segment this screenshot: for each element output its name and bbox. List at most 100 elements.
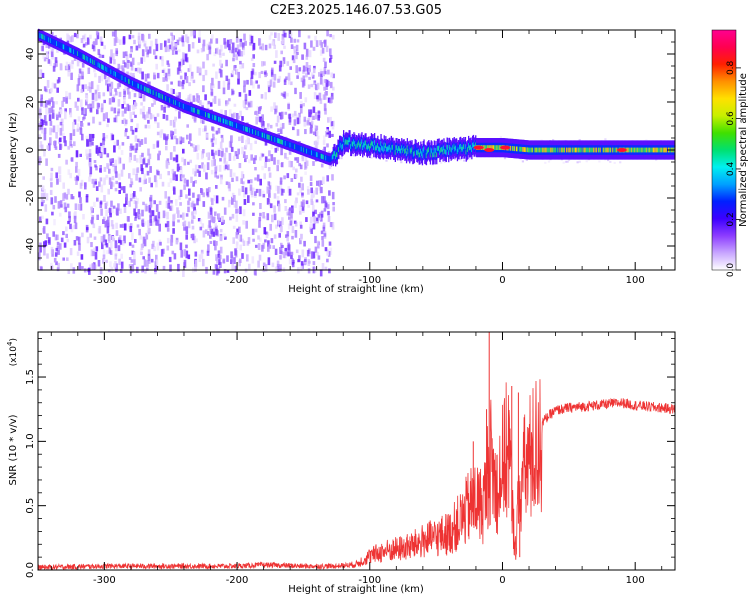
- spectrogram-ridge: [127, 77, 129, 84]
- spectrogram-ridge: [389, 147, 392, 153]
- spectrogram-ridge: [355, 139, 357, 150]
- spectrogram-cell: [51, 128, 54, 133]
- spectrogram-ridge: [631, 147, 633, 153]
- spectrogram-cell: [88, 176, 91, 182]
- spectrogram-ridge: [320, 153, 322, 159]
- spectrogram-cell: [54, 234, 58, 241]
- spectrogram-ridge: [608, 147, 610, 153]
- spectrogram-ridge: [509, 145, 511, 151]
- spectrogram-cell: [244, 268, 248, 273]
- spectrogram-cell: [463, 159, 466, 162]
- spectrogram-ridge: [627, 147, 629, 153]
- spectrogram-cell: [273, 234, 277, 239]
- spectrogram-cell: [129, 72, 132, 78]
- spectrogram-cell: [190, 31, 193, 37]
- spectrogram-cell: [328, 268, 331, 274]
- spectrogram-cell: [326, 258, 329, 263]
- spectrogram-cell: [105, 174, 109, 178]
- spectrogram-cell: [321, 47, 325, 54]
- spectrogram-cell: [440, 161, 443, 164]
- spectrogram-cell: [76, 175, 79, 182]
- spectrogram-cell: [304, 129, 307, 135]
- snr-multiplier: (x104): [6, 338, 19, 366]
- spectrogram-cell: [280, 111, 284, 119]
- spectrogram-cell: [100, 146, 104, 152]
- spectrogram-ridge: [158, 92, 160, 98]
- spectrogram-cell: [278, 112, 282, 116]
- spectrogram-cell: [111, 31, 115, 37]
- spectrogram-cell: [56, 245, 60, 250]
- spectrogram-cell: [340, 157, 343, 160]
- spectrogram-cell: [119, 240, 123, 245]
- spectrogram-cell: [270, 106, 273, 112]
- spectrogram-y-tick-label: 20: [25, 96, 36, 109]
- spectrogram-cell: [118, 145, 121, 150]
- spectrogram-ridge: [570, 147, 572, 153]
- spectrogram-ridge: [191, 106, 193, 113]
- colorbar-tick-label: 0.4: [726, 162, 736, 177]
- spectrogram-ridge: [304, 147, 306, 154]
- spectrogram-cell: [156, 219, 159, 226]
- spectrogram-cell: [209, 241, 213, 244]
- spectrogram-ridge: [583, 147, 585, 153]
- spectrogram-ridge: [50, 37, 52, 44]
- spectrogram-cell: [73, 212, 76, 219]
- spectrogram-y-tick-label: 0: [25, 147, 36, 153]
- spectrogram-ridge: [121, 75, 123, 81]
- spectrogram-cell: [234, 265, 238, 272]
- spectrogram-cell: [45, 158, 48, 166]
- spectrogram-ridge: [534, 147, 536, 153]
- spectrogram-cell: [140, 102, 143, 106]
- spectrogram-cell: [210, 228, 213, 235]
- spectrogram-cell: [170, 130, 173, 137]
- spectrogram-cell: [70, 194, 74, 200]
- spectrogram-cell: [287, 103, 290, 110]
- spectrogram-cell: [231, 213, 235, 219]
- figure-title: C2E3.2025.146.07.53.G05: [270, 3, 442, 18]
- spectrogram-cell: [122, 68, 125, 74]
- spectrogram-cell: [208, 45, 211, 50]
- spectrogram-cell: [211, 198, 214, 206]
- spectrogram-ridge: [640, 147, 643, 153]
- spectrogram-cell: [279, 247, 282, 255]
- spectrogram-ridge: [250, 127, 252, 134]
- spectrogram-ridge: [98, 62, 100, 69]
- spectrogram-ridge: [38, 31, 40, 38]
- spectrogram-ridge: [547, 147, 549, 153]
- spectrogram-ridge: [512, 146, 514, 151]
- spectrogram-ridge: [389, 144, 391, 150]
- spectrogram-cell: [329, 55, 333, 59]
- spectrogram-cell: [237, 71, 240, 79]
- spectrogram-cell: [167, 38, 171, 43]
- spectrogram-cell: [96, 32, 100, 40]
- spectrogram-ridge: [217, 115, 219, 122]
- spectrogram-cell: [38, 157, 42, 162]
- spectrogram-cell: [305, 217, 308, 222]
- spectrogram-cell: [91, 92, 95, 100]
- spectrogram-cell: [40, 98, 43, 107]
- spectrogram-cell: [172, 119, 176, 128]
- spectrogram-cell: [304, 156, 308, 164]
- spectrogram-ridge: [358, 142, 361, 148]
- spectrogram-cell: [307, 35, 311, 39]
- spectrogram-cell: [77, 203, 81, 210]
- spectrogram-cell: [127, 60, 130, 64]
- spectrogram-ridge: [187, 105, 189, 112]
- spectrogram-cell: [65, 194, 69, 200]
- spectrogram-cell: [183, 178, 187, 184]
- spectrogram-ridge: [171, 98, 174, 105]
- spectrogram-ridge: [39, 33, 41, 38]
- spectrogram-ridge: [343, 137, 345, 143]
- spectrogram-ridge: [413, 150, 416, 156]
- spectrogram-cell: [318, 186, 322, 191]
- spectrogram-cell: [310, 83, 314, 88]
- spectrogram-cell: [212, 98, 215, 103]
- spectrogram-cell: [289, 220, 293, 226]
- spectrogram-ridge: [245, 126, 247, 132]
- spectrogram-cell: [38, 134, 41, 140]
- spectrogram-ridge: [46, 36, 49, 42]
- spectrogram-cell: [163, 106, 166, 113]
- spectrogram-ridge: [173, 99, 175, 105]
- spectrogram-ridge: [261, 131, 263, 138]
- spectrogram-cell: [237, 78, 240, 85]
